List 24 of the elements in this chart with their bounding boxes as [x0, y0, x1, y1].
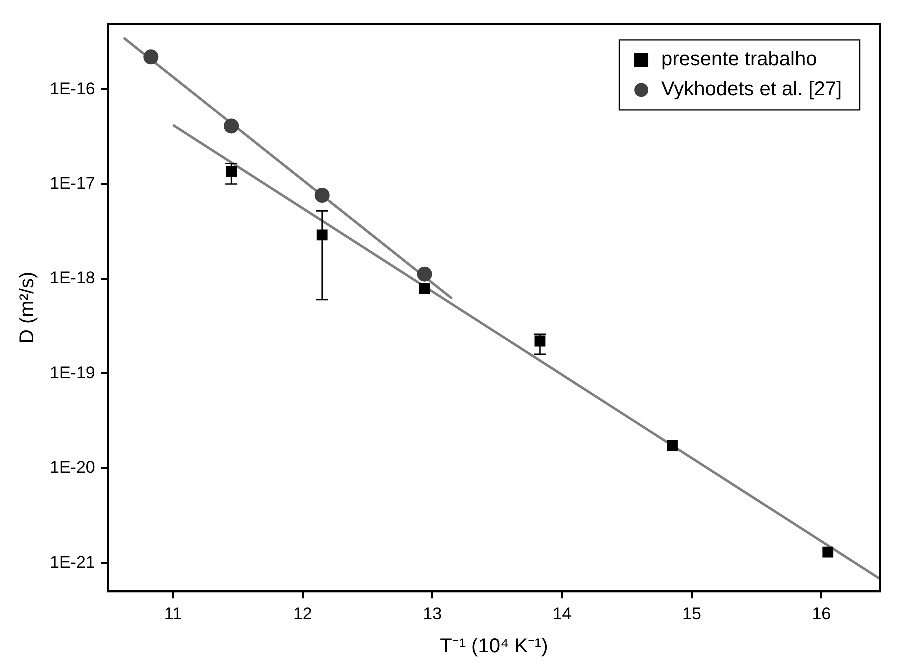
y-tick-label: 1E-16 — [50, 79, 96, 98]
y-axis-title: D (m²/s) — [16, 272, 39, 344]
point — [144, 50, 159, 65]
x-tick-label: 13 — [423, 604, 442, 624]
x-tick-label: 16 — [812, 604, 832, 624]
x-tick-label: 12 — [293, 604, 312, 624]
x-axis-title: T⁻¹ (10⁴ K⁻¹) — [440, 636, 548, 658]
point — [417, 266, 432, 282]
point — [667, 440, 678, 452]
point — [419, 283, 430, 294]
point — [226, 166, 238, 178]
point — [224, 118, 240, 134]
legend-label: presente trabalho — [662, 48, 818, 71]
y-tick-label: 1E-21 — [50, 552, 96, 572]
y-tick-label: 1E-17 — [50, 174, 96, 193]
point — [314, 188, 330, 204]
x-tick-label: 14 — [552, 604, 572, 624]
y-tick-label: 1E-18 — [50, 268, 96, 288]
legend-label: Vykhodets et al. [27] — [662, 78, 842, 101]
y-tick-label: 1E-19 — [50, 363, 96, 382]
point — [822, 546, 834, 558]
x-tick-label: 11 — [164, 604, 182, 624]
x-tick-label: 15 — [682, 604, 702, 624]
y-tick-label: 1E-20 — [50, 458, 96, 478]
